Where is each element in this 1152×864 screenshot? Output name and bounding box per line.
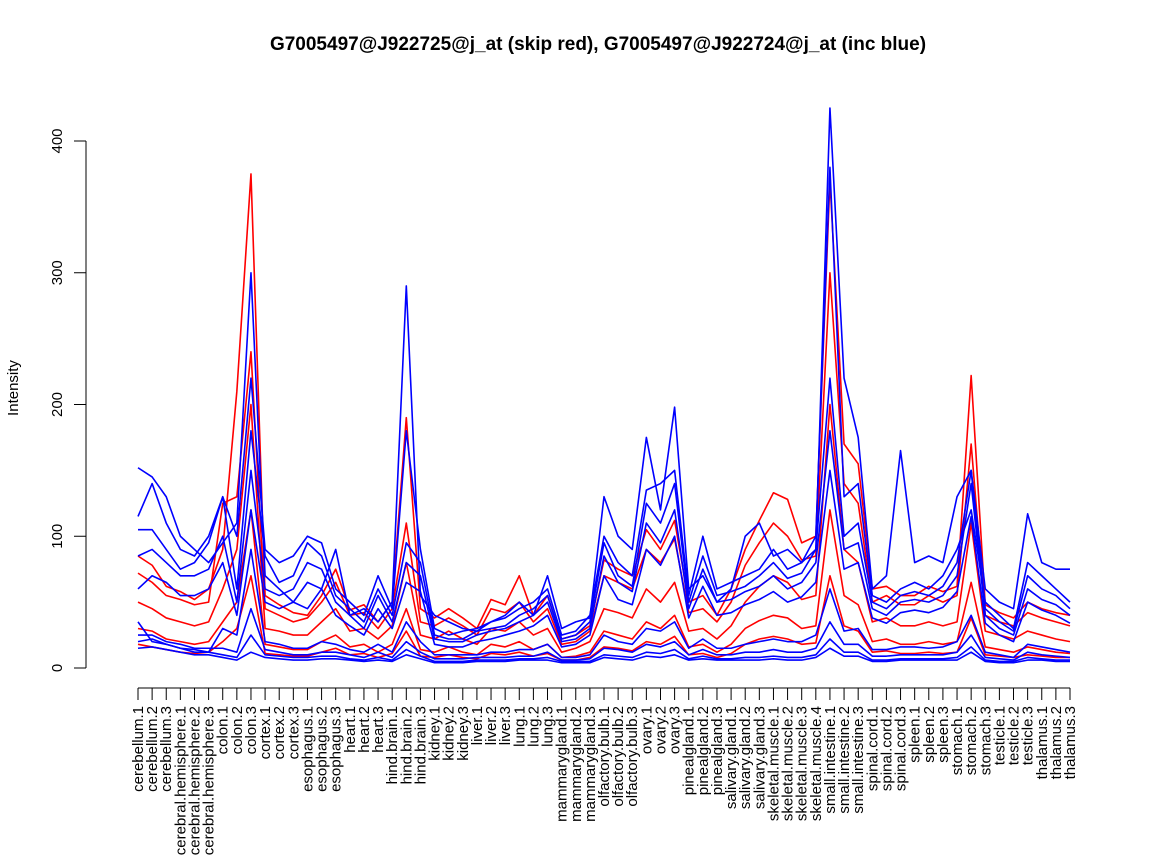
series-line-inc-11 [138, 607, 1071, 661]
y-tick-label: 200 [49, 392, 66, 417]
y-axis-label: Intensity [5, 360, 22, 416]
x-tick-label: thalamus.1 [1034, 706, 1051, 779]
x-tick-label: hind.brain.1 [384, 706, 401, 784]
series-layer [137, 107, 1071, 664]
series-line-skip-3 [137, 509, 1071, 659]
x-tick-label: ovary.2 [652, 706, 669, 754]
x-tick-label: stomach.3 [977, 706, 994, 775]
y-tick-label: 100 [49, 524, 66, 549]
y-tick-label: 0 [49, 664, 66, 672]
x-tick-label: heart.2 [356, 706, 373, 753]
x-tick-label: skeletal.muscle.3 [794, 706, 811, 821]
x-tick-label: olfactory.bulb.2 [610, 706, 627, 807]
x-tick-label: salivary.gland.3 [751, 706, 768, 809]
x-tick-label: pinealgland.3 [709, 706, 726, 795]
x-tick-label: small.intestine.3 [850, 706, 867, 814]
series-line-inc-6 [137, 166, 1071, 636]
x-tick-label: cortex.2 [271, 706, 288, 759]
x-tick-label: spinal.cord.1 [864, 706, 881, 791]
x-tick-label: cerebellum.3 [158, 706, 175, 792]
series-line-inc-9 [137, 469, 1071, 648]
x-tick-label: pinealgland.1 [681, 706, 698, 795]
x-tick-label: cerebral.hemisphere.1 [172, 706, 189, 855]
series-line-inc-12 [137, 634, 1070, 663]
x-tick-label: esophagus.1 [299, 706, 316, 792]
x-tick-label: spinal.cord.2 [878, 706, 895, 791]
x-tick-label: lung.2 [525, 706, 542, 747]
x-tick-label: mammarygland.1 [554, 706, 571, 822]
x-tick-label: cortex.3 [285, 706, 302, 759]
series-line-skip-2 [137, 403, 1071, 653]
x-tick-label: cortex.1 [257, 706, 274, 759]
series-line-inc-5 [137, 107, 1070, 632]
x-tick-label: cerebellum.1 [130, 706, 147, 792]
x-tick-label: small.intestine.2 [836, 706, 853, 814]
x-tick-label: spinal.cord.3 [893, 706, 910, 791]
x-tick-label: ovary.1 [638, 706, 655, 754]
x-tick-label: lung.1 [511, 706, 528, 747]
x-tick-label: spleen.1 [907, 706, 924, 763]
x-tick-label: esophagus.3 [328, 706, 345, 792]
x-tick-label: cerebral.hemisphere.2 [186, 706, 203, 855]
x-tick-label: testicle.2 [1006, 706, 1023, 765]
x-tick-label: kidney.3 [455, 706, 472, 761]
y-axis: 0 100 200 300 400 [49, 128, 87, 672]
x-tick-label: small.intestine.1 [822, 706, 839, 814]
x-tick-label: colon.2 [229, 706, 246, 754]
x-tick-label: stomach.1 [949, 706, 966, 775]
x-tick-label: salivary.gland.1 [723, 706, 740, 809]
x-tick-label: spleen.2 [921, 706, 938, 763]
series-line-inc-7 [138, 377, 1071, 640]
series-line-skip-0 [137, 173, 1071, 640]
x-tick-label: kidney.1 [427, 706, 444, 761]
x-tick-label: stomach.2 [963, 706, 980, 775]
x-tick-label: ovary.3 [667, 706, 684, 754]
x-tick-label: liver.3 [497, 706, 514, 745]
x-tick-label: hind.brain.3 [412, 706, 429, 784]
x-tick-label: skeletal.muscle.2 [780, 706, 797, 821]
x-tick-label: lung.3 [540, 706, 557, 747]
x-tick-label: mammarygland.3 [582, 706, 599, 822]
x-tick-label: heart.1 [342, 706, 359, 753]
x-tick-label: testicle.3 [1020, 706, 1037, 765]
y-tick-label: 300 [49, 260, 66, 285]
x-tick-label: cerebral.hemisphere.3 [201, 706, 218, 855]
x-tick-label: olfactory.bulb.3 [624, 706, 641, 807]
x-axis: cerebellum.1cerebellum.2cerebellum.3cere… [130, 687, 1079, 855]
x-tick-label: hind.brain.2 [398, 706, 415, 784]
x-tick-label: olfactory.bulb.1 [596, 706, 613, 807]
series-line-skip-4 [137, 574, 1070, 661]
chart-title: G7005497@J922725@j_at (skip red), G70054… [270, 34, 926, 55]
x-tick-label: heart.3 [370, 706, 387, 753]
x-tick-label: thalamus.3 [1062, 706, 1079, 779]
x-tick-label: pinealgland.2 [695, 706, 712, 795]
x-tick-label: skeletal.muscle.4 [808, 706, 825, 821]
x-tick-label: salivary.gland.2 [737, 706, 754, 809]
x-tick-label: skeletal.muscle.1 [765, 706, 782, 821]
x-tick-label: colon.3 [243, 706, 260, 754]
x-tick-label: thalamus.2 [1048, 706, 1065, 779]
series-line-inc-8 [137, 430, 1071, 643]
series-line-inc-13 [137, 646, 1070, 664]
x-tick-label: liver.2 [483, 706, 500, 745]
x-tick-label: colon.1 [215, 706, 232, 754]
y-tick-label: 400 [49, 128, 66, 153]
series-line-inc-10 [137, 548, 1071, 659]
x-tick-label: esophagus.2 [314, 706, 331, 792]
x-tick-label: kidney.2 [441, 706, 458, 761]
x-tick-label: spleen.3 [935, 706, 952, 763]
x-tick-label: cerebellum.2 [144, 706, 161, 792]
x-tick-label: mammarygland.2 [568, 706, 585, 822]
x-tick-label: liver.1 [469, 706, 486, 745]
x-tick-label: testicle.1 [991, 706, 1008, 765]
